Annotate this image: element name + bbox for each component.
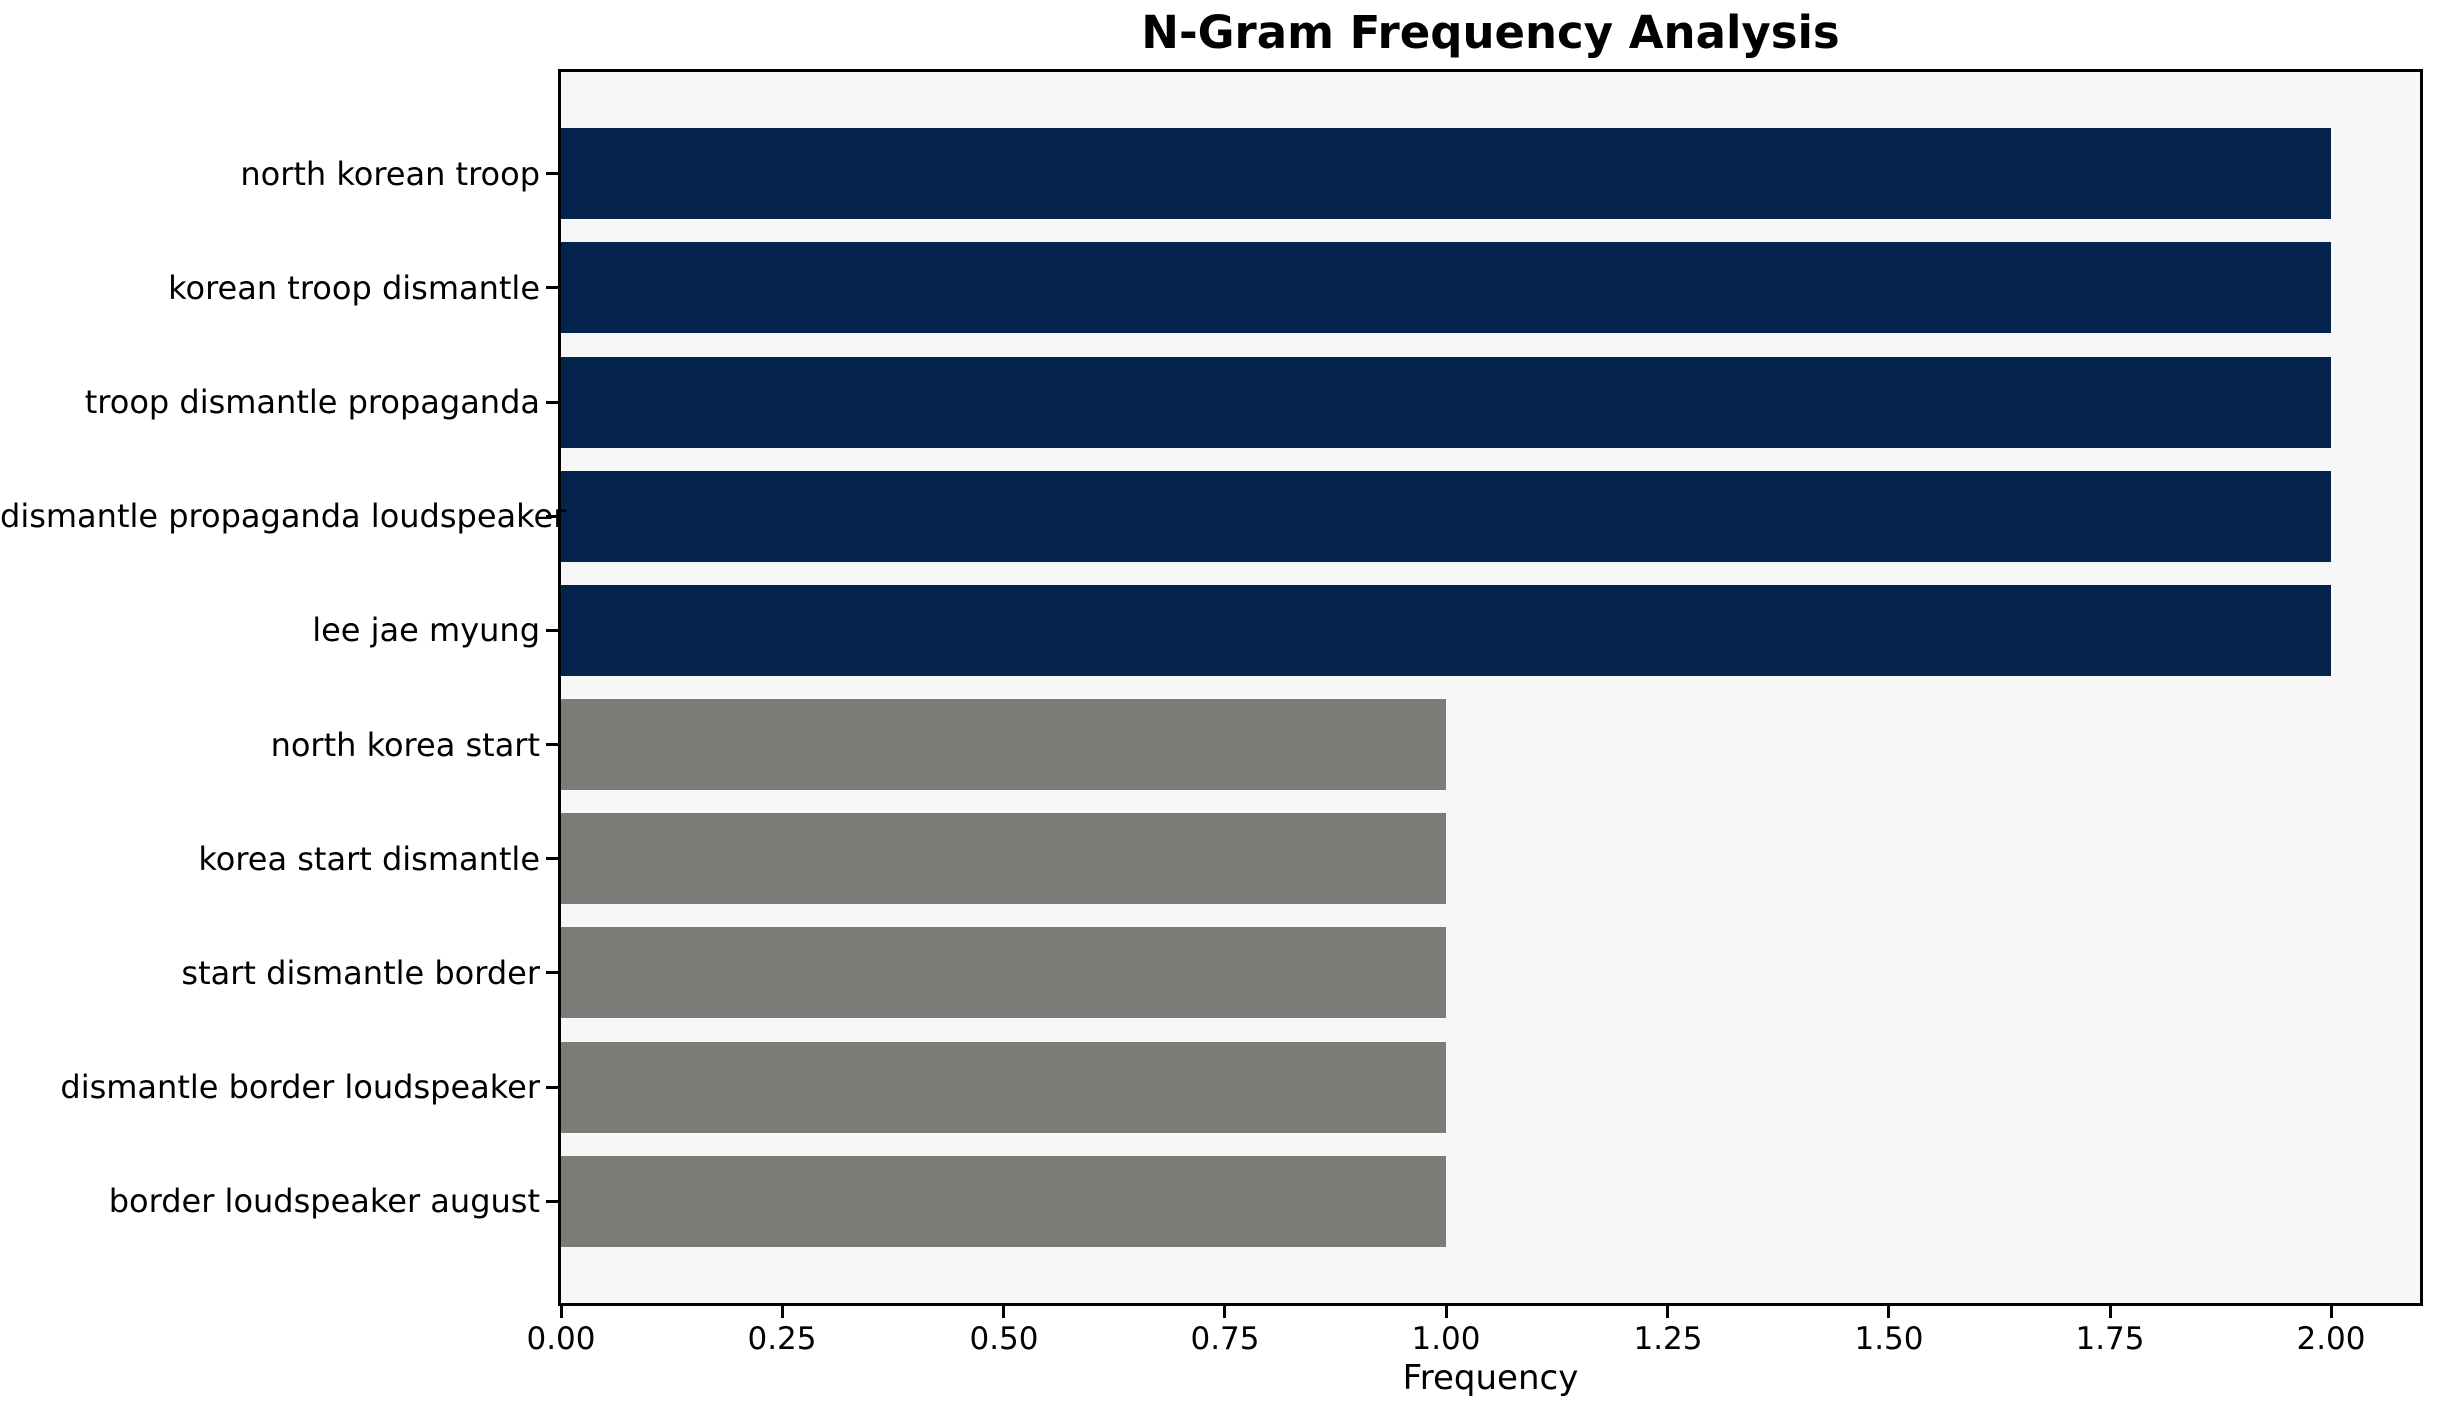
y-tick-label: troop dismantle propaganda <box>84 383 540 421</box>
chart-bar <box>561 242 2331 333</box>
y-tick <box>546 515 558 518</box>
chart-bar <box>561 128 2331 219</box>
y-tick-label: korean troop dismantle <box>168 269 540 307</box>
x-tick-label: 0.75 <box>1190 1321 1260 1357</box>
x-tick-label: 0.25 <box>747 1321 817 1357</box>
y-tick <box>546 971 558 974</box>
x-tick-label: 1.75 <box>2075 1321 2145 1357</box>
x-tick-label: 0.00 <box>526 1321 596 1357</box>
y-tick-label: north korean troop <box>240 155 540 193</box>
y-tick <box>546 1200 558 1203</box>
x-tick <box>1002 1306 1005 1318</box>
y-tick <box>546 401 558 404</box>
plot-area <box>558 69 2423 1306</box>
chart-bar <box>561 1042 1446 1133</box>
y-tick <box>546 172 558 175</box>
y-tick-label: dismantle border loudspeaker <box>60 1068 540 1106</box>
x-tick <box>1445 1306 1448 1318</box>
y-tick <box>546 286 558 289</box>
chart-title: N-Gram Frequency Analysis <box>1141 6 1840 59</box>
x-tick <box>560 1306 563 1318</box>
x-tick <box>2330 1306 2333 1318</box>
y-tick <box>546 743 558 746</box>
x-tick <box>781 1306 784 1318</box>
x-tick-label: 1.00 <box>1411 1321 1481 1357</box>
x-tick-label: 0.50 <box>969 1321 1039 1357</box>
x-tick <box>1223 1306 1226 1318</box>
chart-bar <box>561 585 2331 676</box>
y-tick-label: lee jae myung <box>312 611 540 649</box>
chart-bar <box>561 813 1446 904</box>
chart-bar <box>561 927 1446 1018</box>
y-tick-label: start dismantle border <box>181 954 540 992</box>
chart-bar <box>561 357 2331 448</box>
x-tick <box>1666 1306 1669 1318</box>
y-tick <box>546 629 558 632</box>
y-tick <box>546 1086 558 1089</box>
y-tick-label: dismantle propaganda loudspeaker <box>0 497 567 535</box>
x-tick-label: 1.50 <box>1854 1321 1924 1357</box>
y-tick-label: korea start dismantle <box>198 840 540 878</box>
x-tick <box>1887 1306 1890 1318</box>
x-axis-label: Frequency <box>1402 1358 1579 1398</box>
chart-bar <box>561 699 1446 790</box>
x-tick-label: 1.25 <box>1633 1321 1703 1357</box>
y-tick <box>546 857 558 860</box>
x-tick <box>2109 1306 2112 1318</box>
chart-bar <box>561 1156 1446 1247</box>
chart-bar <box>561 471 2331 562</box>
y-tick-label: border loudspeaker august <box>108 1182 540 1220</box>
y-tick-label: north korea start <box>270 726 540 764</box>
x-tick-label: 2.00 <box>2296 1321 2366 1357</box>
